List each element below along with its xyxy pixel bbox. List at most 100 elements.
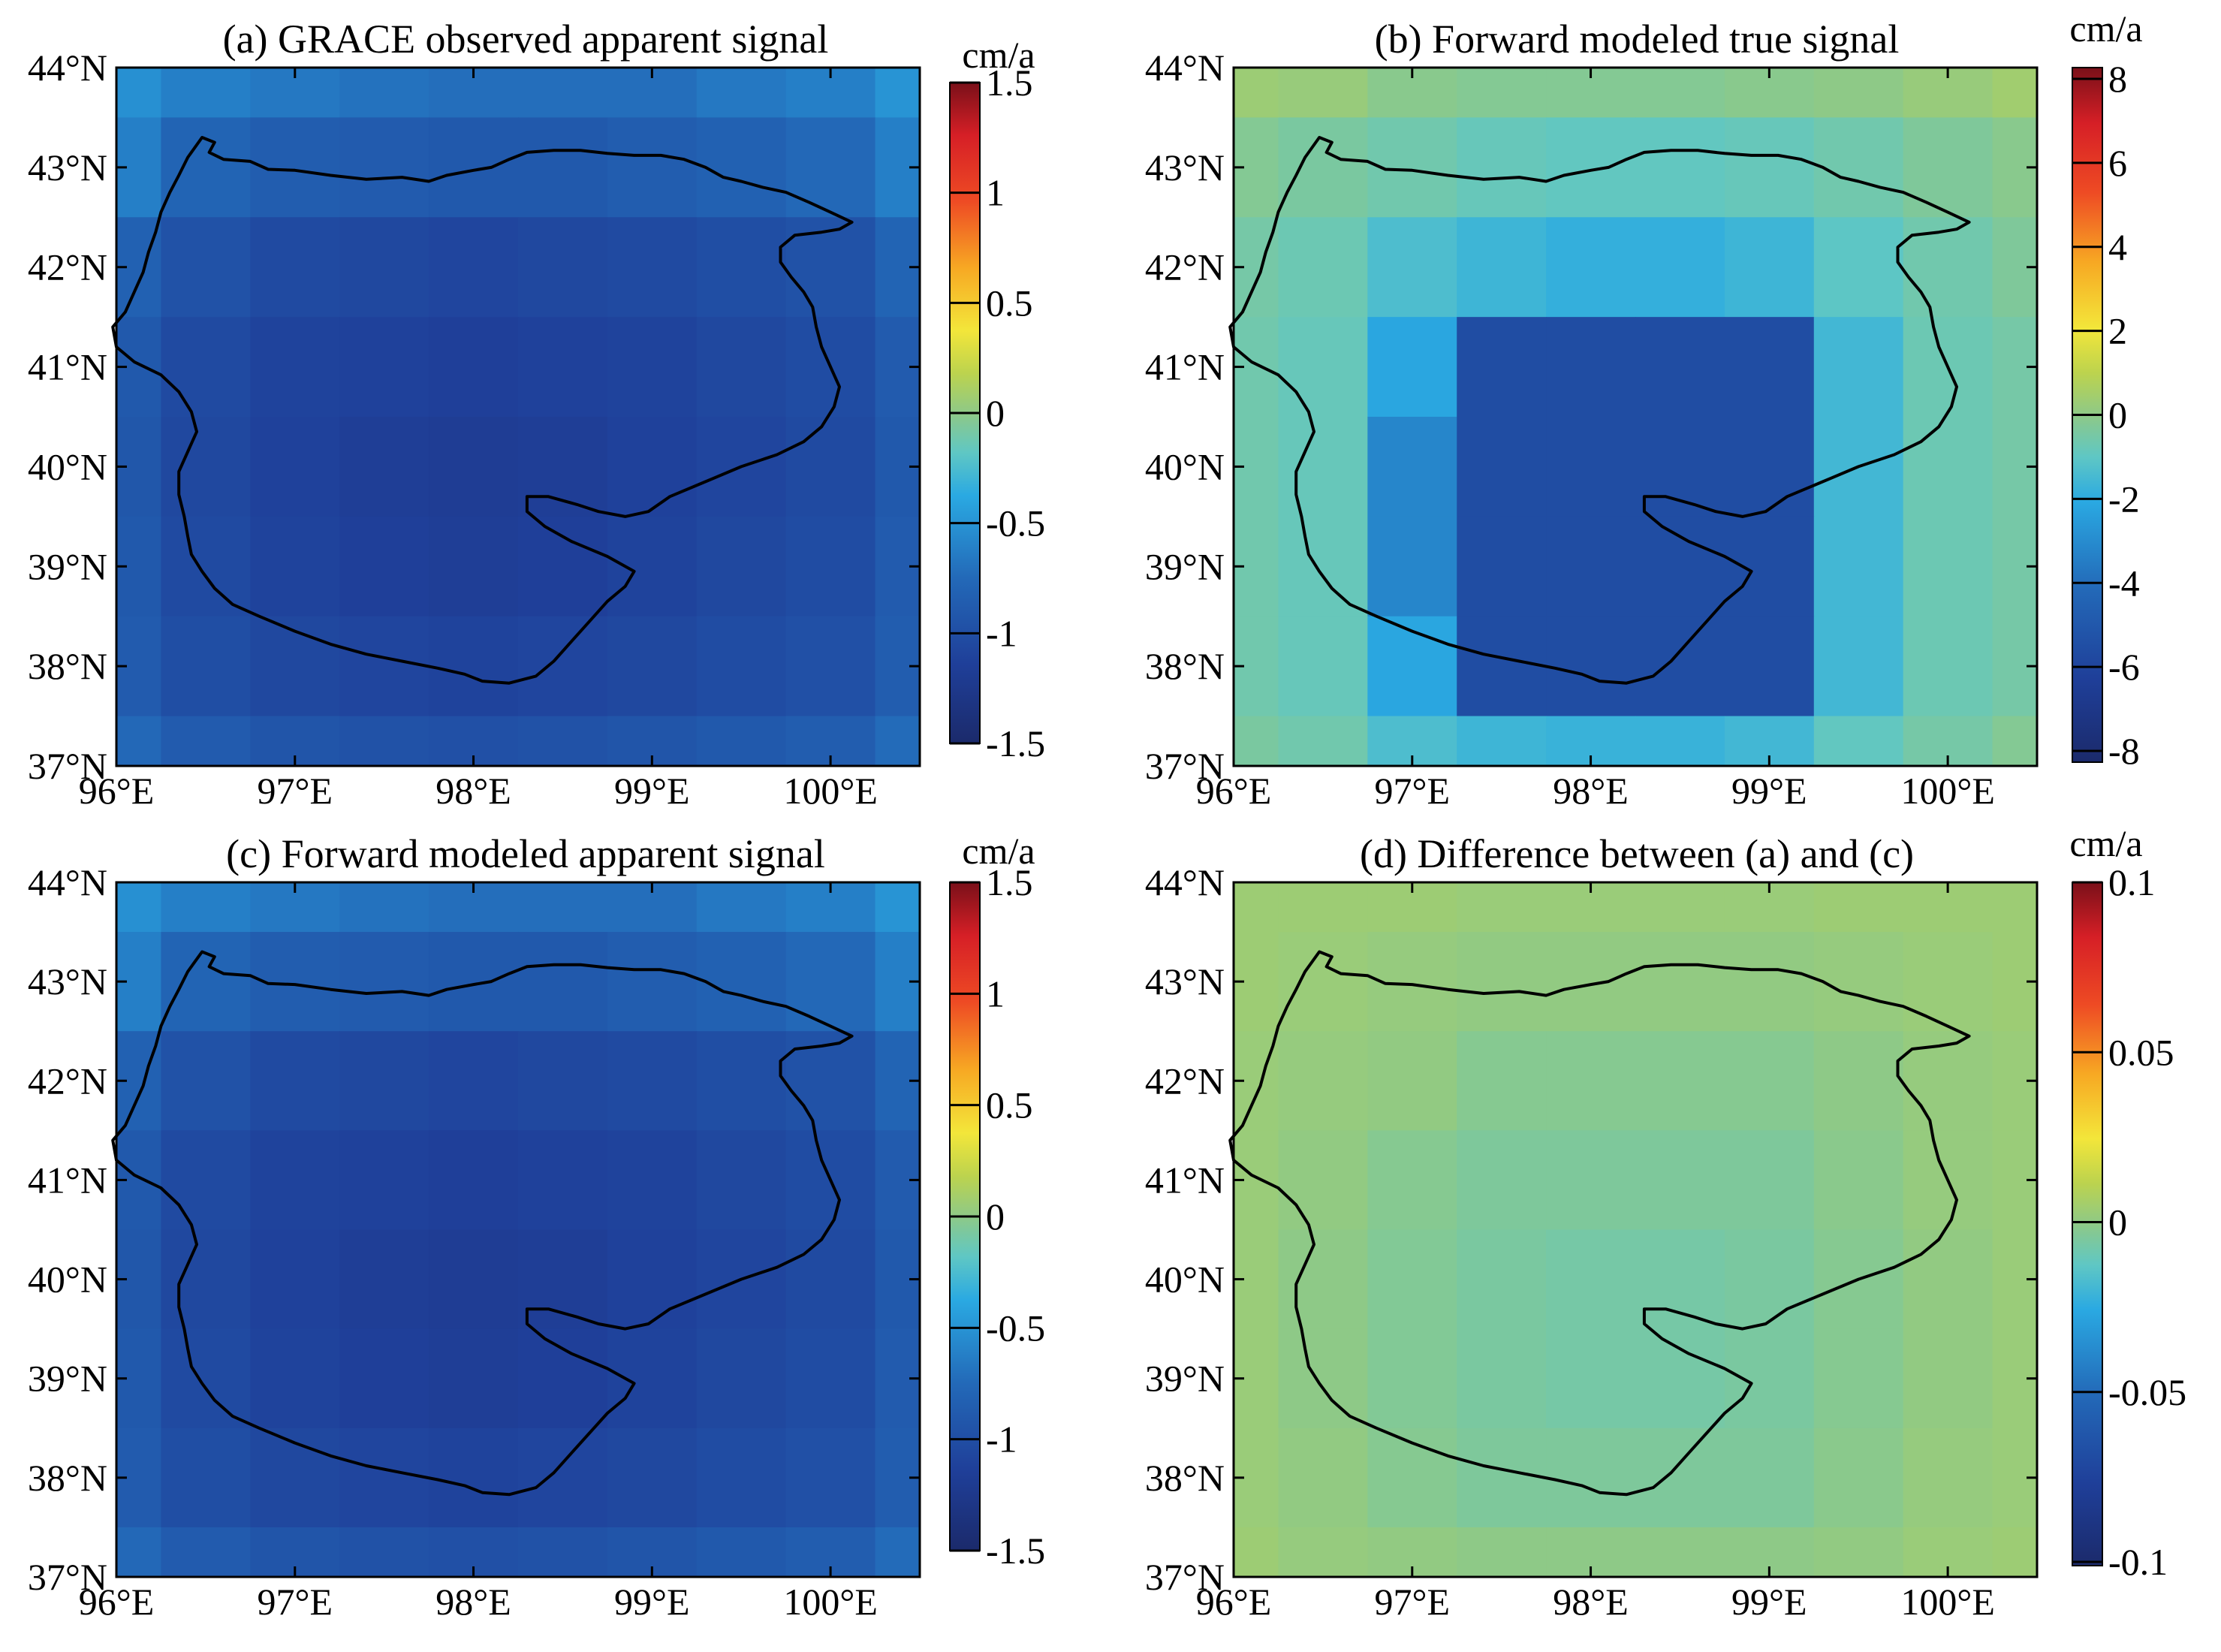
heatmap-cell xyxy=(161,1229,251,1330)
heatmap-cell xyxy=(1367,1328,1457,1429)
heatmap-cell xyxy=(250,1130,340,1231)
heatmap-cell xyxy=(1457,417,1547,517)
heatmap-cell xyxy=(1546,616,1636,717)
heatmap-cell xyxy=(1813,217,1904,318)
heatmap-cell xyxy=(1635,932,1725,1032)
colorbar-tick-label: 1 xyxy=(986,972,1005,1014)
heatmap-cell xyxy=(1367,217,1457,318)
heatmap-cell xyxy=(1813,932,1904,1032)
x-tick-label: 100°E xyxy=(1900,770,1995,812)
panel-d: (d) Difference between (a) and (c) 96°E 9… xyxy=(1145,822,2186,1623)
colorbar-tick-label: 0 xyxy=(986,1195,1005,1237)
heatmap-cell xyxy=(250,417,340,517)
panel-d-colorbar-unit: cm/a xyxy=(2069,822,2142,864)
heatmap-cell xyxy=(1813,1527,1904,1578)
colorbar-tick-label: -4 xyxy=(2108,562,2140,604)
heatmap-cell xyxy=(696,217,787,318)
panel-c-title: (c) Forward modeled apparent signal xyxy=(226,831,825,876)
heatmap-cell xyxy=(696,1031,787,1131)
heatmap-cell xyxy=(1813,117,1904,218)
x-tick-label: 97°E xyxy=(258,1581,333,1623)
heatmap-cell xyxy=(1635,1427,1725,1528)
heatmap-cell xyxy=(1546,317,1636,418)
heatmap-cell xyxy=(607,516,698,617)
heatmap-cell xyxy=(161,417,251,517)
heatmap-cell xyxy=(518,317,608,418)
panel-c-colorbar-ticks: 1.5 1 0.5 0 -0.5 -1 -1.5 xyxy=(950,861,1045,1572)
x-tick-label: 96°E xyxy=(79,1581,155,1623)
heatmap-cell xyxy=(1635,317,1725,418)
heatmap-cell xyxy=(785,616,876,717)
panel-a-colorbar-unit: cm/a xyxy=(962,34,1035,76)
y-tick-label: 37°N xyxy=(28,1556,107,1598)
heatmap-cell xyxy=(1992,882,2038,933)
colorbar-tick-label: 1 xyxy=(986,172,1005,214)
heatmap-cell xyxy=(1635,1527,1725,1578)
colorbar-tick-label: 6 xyxy=(2108,142,2127,184)
x-tick-label: 96°E xyxy=(79,770,155,812)
heatmap-cell xyxy=(1367,1031,1457,1131)
heatmap-cell xyxy=(696,1328,787,1429)
y-tick-label: 40°N xyxy=(28,1259,107,1301)
heatmap-cell xyxy=(875,716,921,767)
heatmap-cell xyxy=(1457,1427,1547,1528)
panel-d-basin-outline xyxy=(1228,950,1971,1497)
heatmap-cell xyxy=(1546,1031,1636,1131)
colorbar-tick-label: 4 xyxy=(2108,226,2127,268)
heatmap-cell xyxy=(785,1229,876,1330)
heatmap-cell xyxy=(785,1427,876,1528)
panel-d-ticks: 96°E 97°E 98°E 99°E 100°E 44°N 43°N 42°N 41°N 40°… xyxy=(1145,861,2037,1623)
colorbar-tick-label: -8 xyxy=(2108,730,2140,772)
heatmap-cell xyxy=(1457,117,1547,218)
heatmap-cell xyxy=(339,1229,429,1330)
heatmap-cell xyxy=(607,1328,698,1429)
y-tick-label: 37°N xyxy=(1145,745,1225,787)
y-tick-label: 37°N xyxy=(1145,1556,1225,1598)
y-tick-label: 43°N xyxy=(1145,960,1225,1002)
heatmap-cell xyxy=(1903,1229,1993,1330)
y-tick-label: 44°N xyxy=(28,861,107,903)
panel-a-heatmap xyxy=(116,68,921,767)
heatmap-cell xyxy=(518,882,608,933)
heatmap-cell xyxy=(1278,1427,1368,1528)
y-tick-label: 38°N xyxy=(28,645,107,687)
heatmap-cell xyxy=(161,1328,251,1429)
x-tick-label: 98°E xyxy=(435,1581,511,1623)
heatmap-cell xyxy=(1992,716,2038,767)
panel-d-frame xyxy=(1232,881,2039,1578)
panel-a-ticks: 96°E 97°E 98°E 99°E 100°E 44°N 43°N 42°N 41°N 40°… xyxy=(28,47,920,812)
heatmap-cell xyxy=(1813,882,1904,933)
heatmap-cell xyxy=(1903,417,1993,517)
heatmap-cell xyxy=(518,117,608,218)
heatmap-cell xyxy=(785,932,876,1032)
heatmap-cell xyxy=(1278,616,1368,717)
panel-a-title: (a) GRACE observed apparent signal xyxy=(223,17,829,62)
panel-b-title: (b) Forward modeled true signal xyxy=(1375,17,1900,62)
heatmap-cell xyxy=(1546,117,1636,218)
panel-b-colorbar-unit: cm/a xyxy=(2069,8,2142,50)
heatmap-cell xyxy=(696,882,787,933)
heatmap-cell xyxy=(250,516,340,617)
heatmap-cell xyxy=(518,616,608,717)
heatmap-cell xyxy=(1367,616,1457,717)
heatmap-cell xyxy=(1813,68,1904,119)
heatmap-cell xyxy=(1278,117,1368,218)
y-tick-label: 39°N xyxy=(28,1358,107,1400)
heatmap-cell xyxy=(161,1130,251,1231)
heatmap-cell xyxy=(250,317,340,418)
colorbar-tick-label: -6 xyxy=(2108,646,2140,688)
heatmap-cell xyxy=(607,932,698,1032)
heatmap-cell xyxy=(1278,217,1368,318)
heatmap-cell xyxy=(339,117,429,218)
heatmap-cell xyxy=(339,1031,429,1131)
colorbar-tick-label: -1 xyxy=(986,1418,1017,1461)
x-tick-label: 98°E xyxy=(435,770,511,812)
heatmap-cell xyxy=(339,932,429,1032)
colorbar-tick-label: -1.5 xyxy=(986,1530,1045,1572)
heatmap-cell xyxy=(696,1427,787,1528)
panel-a-frame xyxy=(115,66,921,767)
heatmap-cell xyxy=(1278,932,1368,1032)
heatmap-cell xyxy=(785,117,876,218)
heatmap-cell xyxy=(518,1130,608,1231)
